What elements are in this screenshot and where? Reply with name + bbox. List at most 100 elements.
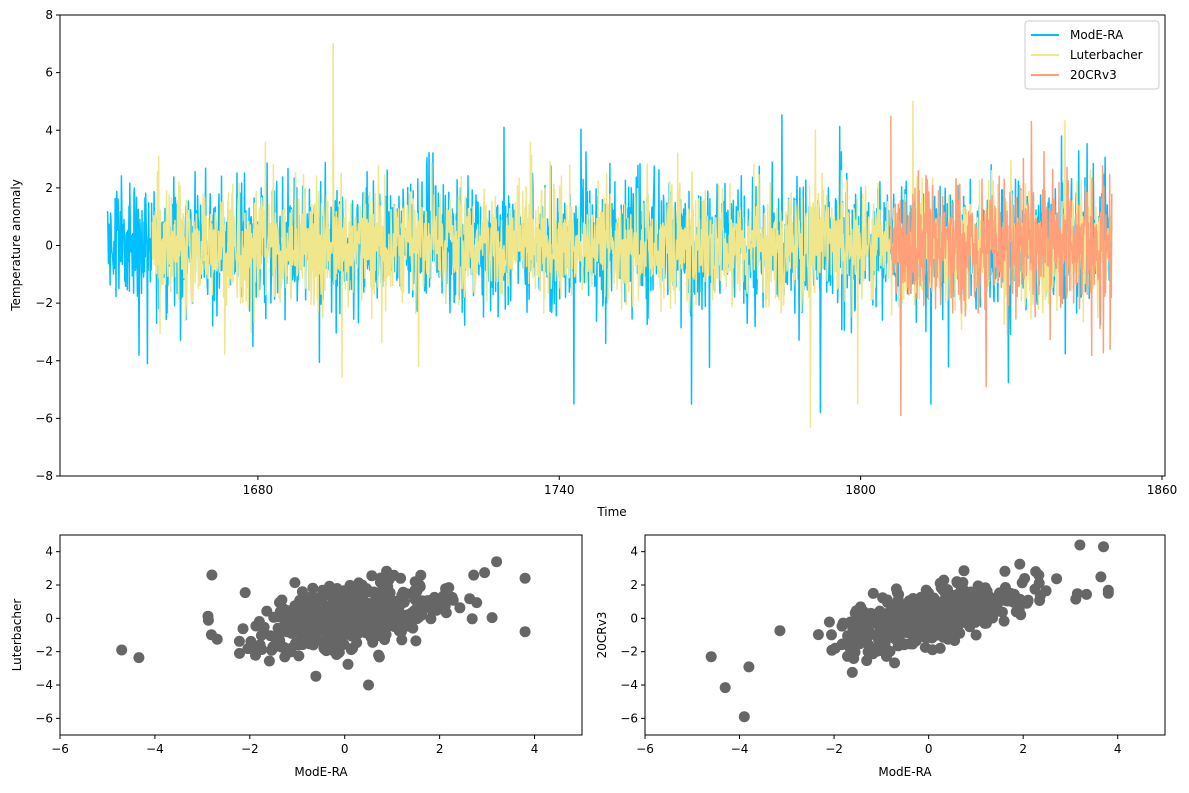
scatter-20crv3-point	[923, 587, 934, 599]
scatter-20crv3-point	[998, 594, 1009, 606]
scatter-luterbacher-point	[363, 679, 374, 691]
timeseries-y-tick-label: 0	[45, 239, 53, 253]
scatter-20crv3-point	[877, 627, 889, 639]
timeseries-y-tick-label: 2	[45, 181, 53, 195]
scatter-20crv3-point	[1102, 587, 1114, 599]
scatter-20crv3-point	[1007, 596, 1019, 608]
scatter-luterbacher-point	[414, 581, 426, 593]
y-axis-label-luterbacher: Luterbacher	[10, 599, 24, 672]
scatter-luterbacher-point	[266, 644, 278, 656]
scatter-luterbacher-point	[233, 635, 245, 647]
scatter-20crv3-point	[983, 591, 995, 603]
scatter-luterbacher-point	[304, 633, 316, 645]
scatter-luterbacher-point	[347, 642, 359, 654]
scatter-20crv3-point	[850, 605, 862, 617]
scatter-luterbacher-point	[486, 612, 498, 624]
scatter-luterbacher-point	[443, 582, 455, 594]
scatter-20crv3-frame	[644, 534, 1166, 736]
scatter-luterbacher-point	[440, 607, 452, 619]
scatter-luterbacher-plot-area	[116, 556, 531, 691]
scatter-20crv3-point	[949, 635, 961, 646]
scatter-20crv3-point	[960, 612, 971, 624]
scatter-luterbacher-point	[234, 647, 245, 659]
scatter-20crv3-x-tick-label: −4	[731, 742, 749, 756]
scatter-luterbacher-point	[407, 622, 419, 634]
timeseries-y-tick-label: −6	[35, 411, 53, 425]
scatter-20crv3-point	[867, 612, 879, 624]
scatter-20crv3-point	[911, 626, 923, 638]
scatter-20crv3-y-tick-label: 0	[630, 611, 638, 625]
scatter-luterbacher-x-tick-label: −2	[241, 742, 259, 756]
timeseries-x-tick-label: 1680	[243, 483, 274, 497]
timeseries-axes: 1680 1740 1800 1860 8 6 4 2 0 −2 −4 −6 −8	[35, 8, 1177, 497]
scatter-20crv3-point	[948, 601, 960, 613]
scatter-20crv3-y-tick-label: −2	[620, 645, 638, 659]
scatter-20crv3-point	[812, 629, 824, 641]
scatter-luterbacher-point	[292, 639, 304, 651]
scatter-20crv3-point	[845, 616, 856, 628]
scatter-luterbacher-point	[255, 630, 267, 641]
scatter-20crv3-y-tick-label: 4	[630, 545, 638, 559]
timeseries-y-tick-label: 8	[45, 8, 53, 22]
scatter-luterbacher-point	[329, 624, 341, 636]
scatter-20crv3-point	[958, 565, 970, 577]
scatter-20crv3-point	[826, 644, 838, 656]
scatter-luterbacher-y-tick-label: 2	[45, 578, 53, 592]
scatter-20crv3-point	[849, 646, 861, 658]
scatter-20crv3-point	[846, 666, 858, 678]
scatter-20crv3-point	[996, 606, 1008, 618]
timeseries-plot-area	[106, 43, 1113, 428]
scatter-luterbacher-point	[519, 626, 531, 638]
scatter-luterbacher-point	[454, 602, 466, 614]
scatter-luterbacher-point	[415, 569, 427, 581]
scatter-luterbacher-x-tick-label: −4	[146, 742, 164, 756]
scatter-luterbacher-point	[401, 588, 413, 600]
scatter-20crv3-point	[911, 608, 923, 619]
scatter-20crv3-x-tick-label: 4	[1114, 742, 1122, 756]
scatter-20crv3-point	[1071, 588, 1083, 600]
scatter-luterbacher-point	[345, 586, 357, 598]
scatter-20crv3-x-tick-label: 0	[925, 742, 933, 756]
scatter-luterbacher-x-tick-label: 2	[436, 742, 444, 756]
scatter-luterbacher-point	[289, 577, 301, 589]
scatter-20crv3-point	[1051, 573, 1063, 585]
scatter-20crv3-point	[998, 615, 1010, 627]
scatter-20crv3-point	[860, 619, 872, 630]
scatter-luterbacher-point	[412, 599, 424, 611]
scatter-luterbacher-point	[319, 643, 331, 655]
scatter-20crv3-point	[905, 618, 917, 630]
scatter-20crv3-point	[1014, 558, 1026, 570]
scatter-luterbacher-y-tick-label: −6	[35, 711, 53, 725]
scatter-luterbacher-point	[205, 629, 217, 641]
scatter-luterbacher-point	[425, 613, 437, 625]
scatter-luterbacher-y-tick-label: −4	[35, 678, 53, 692]
scatter-luterbacher-point	[329, 611, 340, 622]
scatter-luterbacher-point	[299, 606, 311, 618]
scatter-luterbacher-frame	[59, 534, 583, 736]
scatter-20crv3-point	[854, 638, 866, 650]
scatter-luterbacher-point	[392, 603, 404, 615]
x-axis-label-modera-left: ModE-RA	[294, 765, 348, 779]
y-axis-label-temperature: Temperature anomaly	[9, 179, 23, 312]
scatter-luterbacher-point	[380, 629, 392, 640]
timeseries-x-tick-label: 1740	[544, 483, 575, 497]
scatter-luterbacher-point	[364, 603, 375, 615]
scatter-luterbacher-point	[373, 651, 385, 663]
scatter-luterbacher-point	[258, 621, 270, 633]
scatter-luterbacher-point	[274, 597, 285, 608]
scatter-20crv3-point	[1098, 541, 1109, 553]
scatter-luterbacher-x-tick-label: 4	[531, 742, 539, 756]
scatter-20crv3-point	[743, 661, 755, 673]
scatter-luterbacher-x-tick-label: −6	[51, 742, 69, 756]
scatter-20crv3-point	[823, 616, 835, 628]
legend-label-modera: ModE-RA	[1070, 28, 1124, 42]
scatter-20crv3-y-tick-label: 2	[630, 578, 638, 592]
scatter-luterbacher-point	[376, 615, 388, 627]
scatter-luterbacher-point	[355, 580, 367, 592]
scatter-20crv3-point	[877, 592, 889, 604]
scatter-20crv3-x-tick-label: −6	[636, 742, 654, 756]
scatter-luterbacher-axes: −6 −4 −2 0 2 4 4 2 0 −2 −4 −6	[35, 534, 583, 756]
timeseries-y-tick-label: −2	[35, 296, 53, 310]
scatter-20crv3-point	[867, 587, 879, 599]
scatter-20crv3-point	[926, 632, 938, 644]
